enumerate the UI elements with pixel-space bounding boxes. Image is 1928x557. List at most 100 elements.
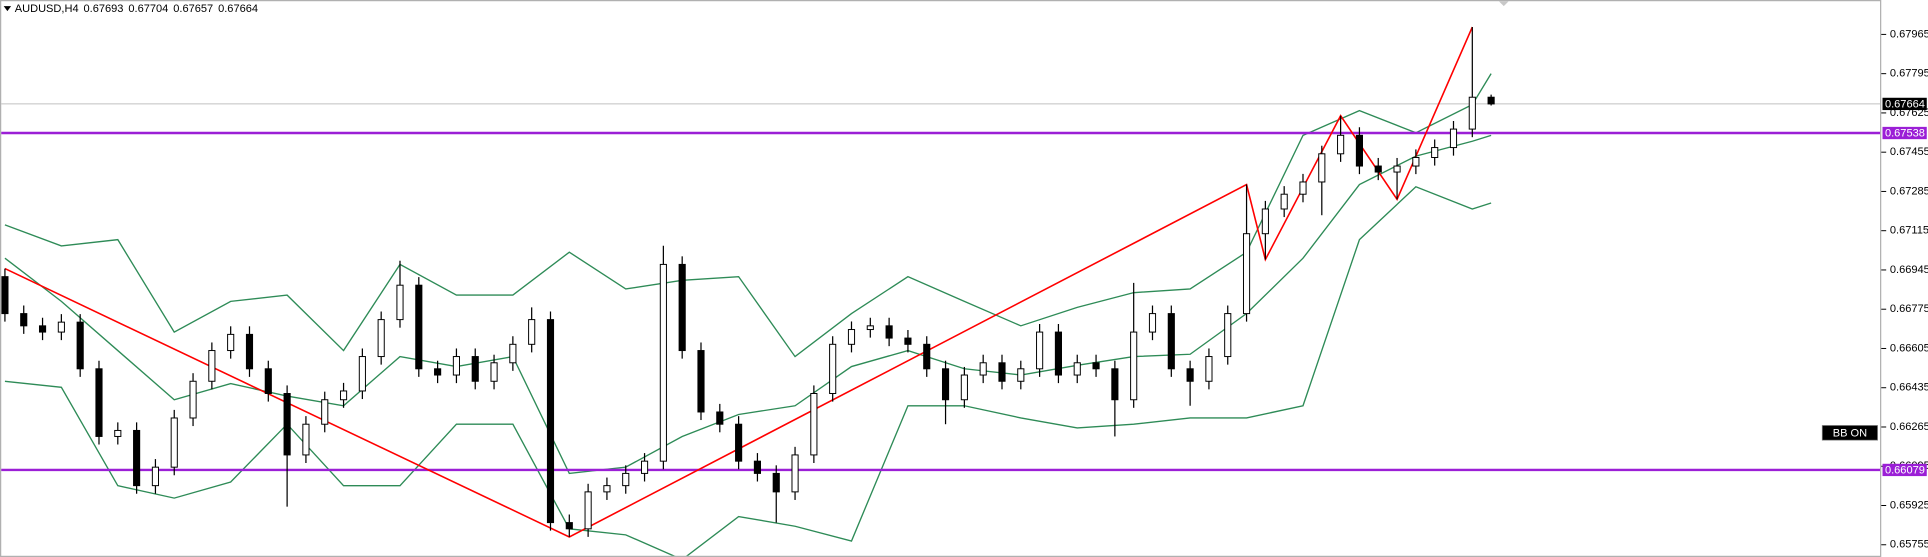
candle-body: [1, 276, 9, 315]
candle-body: [1092, 362, 1100, 370]
candle-body: [546, 319, 555, 524]
candle-body: [603, 485, 611, 493]
candle-body: [960, 374, 968, 401]
candle-body: [1017, 368, 1025, 382]
indicator-badge: [1821, 425, 1878, 441]
candle-body: [866, 325, 874, 331]
candle-body: [1242, 233, 1251, 315]
plot-frame: [0, 0, 1882, 557]
candle-body: [565, 522, 573, 530]
candle-body: [622, 472, 630, 487]
candle-body: [434, 368, 442, 376]
candle-body: [490, 362, 498, 382]
candle-body: [1036, 331, 1044, 370]
candle-body: [377, 319, 385, 358]
chart-title: AUDUSD,H4: [15, 3, 79, 15]
candle-body: [1318, 153, 1326, 183]
candle-body: [753, 460, 761, 474]
candle-body: [1130, 331, 1138, 401]
candle-body: [1449, 128, 1458, 149]
candle-body: [415, 284, 423, 370]
candle-body: [133, 429, 141, 487]
candle-body: [1148, 313, 1157, 333]
y-tick-label: 0.66945: [1890, 264, 1928, 276]
candle-body: [810, 393, 818, 456]
level-label-bg: [1882, 126, 1927, 140]
candle-body: [659, 263, 667, 462]
candle-body: [396, 284, 404, 321]
candle-body: [697, 350, 705, 413]
y-tick-label: 0.65925: [1890, 499, 1928, 511]
price-label: 0.67664: [1885, 98, 1925, 110]
candle-body: [1073, 362, 1081, 376]
candle-body: [20, 313, 28, 327]
candle-body: [1054, 331, 1062, 376]
candle-body: [998, 362, 1006, 382]
header-high: 0.67704: [128, 3, 168, 15]
candle-body: [1205, 356, 1213, 382]
candle-body: [885, 325, 893, 339]
price-label-bg: [1882, 97, 1927, 111]
candle-body: [170, 417, 178, 468]
candle-body: [640, 460, 649, 474]
candle-body: [1487, 96, 1495, 105]
candle-body: [1374, 165, 1382, 173]
plot: [1, 26, 1881, 556]
y-tick-label: 0.67795: [1890, 68, 1928, 80]
candle-body: [979, 362, 987, 376]
candle-body: [302, 423, 310, 456]
y-tick-label: 0.67115: [1890, 225, 1928, 237]
candle-body: [584, 491, 592, 530]
candle-body: [264, 368, 272, 394]
y-tick-label: 0.65755: [1890, 539, 1928, 551]
candle-body: [1224, 313, 1232, 358]
y-tick-label: 0.67965: [1890, 28, 1928, 40]
header-low: 0.67657: [173, 3, 213, 15]
candle-body: [941, 368, 950, 401]
menu-arrow[interactable]: [3, 6, 12, 12]
candle-body: [829, 343, 837, 394]
y-tick-label: 0.67455: [1890, 146, 1928, 158]
level-label: 0.67538: [1885, 128, 1925, 140]
level-label: 0.66079: [1885, 464, 1925, 476]
shift-marker: [1498, 1, 1509, 7]
bollinger-upper: [4, 73, 1492, 358]
candle-body: [1337, 134, 1345, 155]
candle-body: [1412, 157, 1420, 167]
zigzag: [4, 26, 1474, 538]
candle-body: [76, 321, 84, 370]
candle-body: [452, 356, 460, 376]
candle-body: [189, 380, 197, 419]
candle-body: [735, 423, 743, 462]
candle-body: [1167, 313, 1175, 370]
candle-body: [1280, 193, 1288, 210]
y-tick-label: 0.66605: [1890, 342, 1928, 354]
candle-body: [208, 350, 216, 382]
candle-body: [227, 333, 235, 352]
candle-body: [1393, 165, 1401, 173]
y-tick-label: 0.67285: [1890, 185, 1928, 197]
level-label-bg: [1882, 463, 1927, 477]
candle-body: [321, 399, 329, 425]
header-close: 0.67664: [218, 3, 258, 15]
indicator-label: BB ON: [1833, 427, 1867, 439]
candle-body: [283, 393, 291, 456]
candle-body: [1355, 134, 1363, 167]
candle-body: [114, 429, 122, 437]
bollinger-lower: [4, 185, 1492, 556]
candle-body: [716, 411, 724, 425]
candle-body: [245, 333, 254, 370]
candle-body: [471, 356, 479, 382]
candle-body: [509, 343, 517, 364]
candle-body: [904, 337, 912, 345]
candle-body: [1111, 368, 1119, 401]
candle-body: [772, 472, 780, 493]
candle-body: [678, 263, 686, 352]
candle-body: [38, 325, 47, 333]
candle-body: [847, 329, 856, 345]
candle-body: [151, 466, 159, 487]
candle-body: [339, 390, 348, 401]
candle-body: [1186, 368, 1194, 382]
